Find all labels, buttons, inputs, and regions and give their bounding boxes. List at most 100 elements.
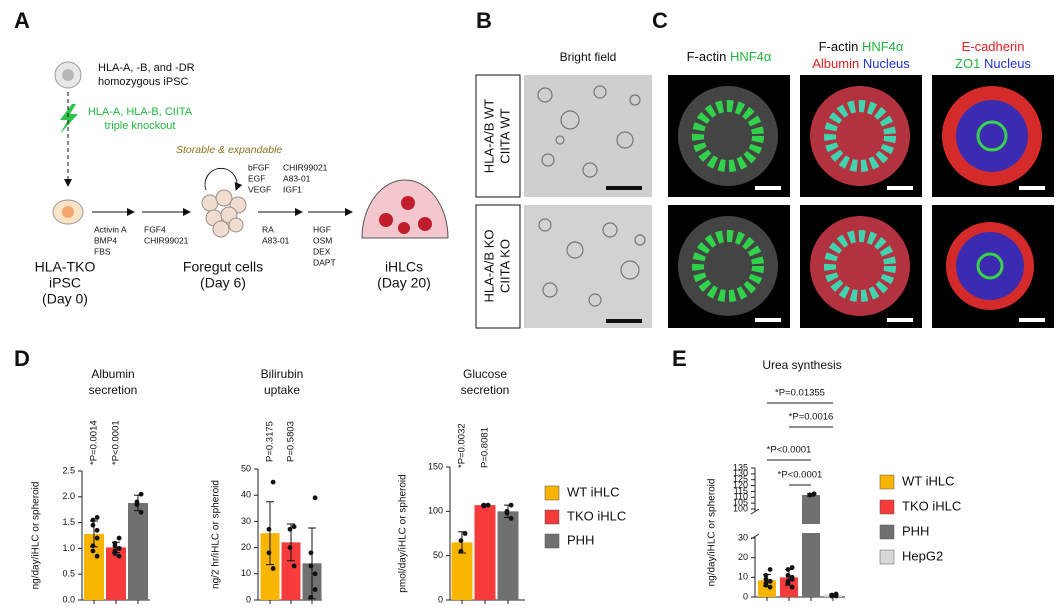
factor: DEX (313, 246, 331, 256)
data-point (763, 572, 769, 578)
data-point (138, 491, 144, 497)
data-point (90, 548, 96, 554)
data-point (458, 538, 464, 543)
data-point (94, 535, 100, 541)
y-tick-label: 150 (428, 461, 443, 471)
bar (260, 533, 280, 600)
y-tick-label: 115 (734, 486, 748, 496)
p-value: *P<0.0001 (767, 445, 812, 456)
bar (474, 505, 496, 600)
stain: F-actin (819, 39, 859, 54)
bar (451, 542, 473, 600)
factor: A83-01 (283, 173, 311, 183)
data-point (763, 582, 769, 588)
data-point (90, 543, 96, 549)
chart-title: secretion (89, 383, 138, 397)
factor: CHIR99021 (283, 162, 328, 172)
y-tick-label: 0.0 (62, 594, 75, 604)
y-tick-label: 20 (241, 542, 251, 552)
y-tick-label: 100 (428, 506, 443, 516)
data-point (134, 502, 140, 507)
bar (497, 511, 519, 600)
y-tick-label: 50 (241, 463, 251, 473)
factor: CHIR99021 (144, 235, 189, 245)
data-point (508, 516, 514, 521)
data-point (287, 526, 293, 532)
factor: A83-01 (262, 235, 290, 245)
stage-label: (Day 6) (200, 275, 246, 291)
data-point (807, 492, 813, 498)
y-tick-label: 110 (734, 492, 748, 502)
data-point (112, 551, 118, 556)
data-point (270, 479, 276, 485)
panel-label: B (476, 8, 492, 33)
data-point (112, 543, 118, 549)
p-value: *P=0.01355 (775, 388, 825, 399)
factor: bFGF (248, 162, 270, 172)
data-point (308, 563, 314, 569)
data-point (462, 531, 468, 536)
bar (106, 547, 126, 600)
image-title: E-cadherin (962, 39, 1025, 54)
legend-label: TKO iHLC (567, 508, 626, 523)
legend-label: WT iHLC (902, 473, 954, 488)
y-tick-label: 10 (241, 568, 251, 578)
factor: VEGF (248, 184, 271, 194)
row-label: CIITA WT (497, 108, 512, 163)
data-point (90, 517, 96, 523)
y-axis-label: pmol/day/iHLC or spheroid (398, 474, 409, 592)
bar (802, 494, 820, 597)
legend-label: PHH (567, 532, 594, 547)
legend-swatch (879, 474, 895, 490)
p-value: *P=0.0032 (457, 423, 468, 468)
data-point (266, 550, 272, 556)
data-point (138, 509, 144, 515)
data-point (458, 548, 464, 554)
data-point (767, 584, 773, 590)
cell-description: HLA-A, -B, and -DR (98, 62, 195, 74)
panel-a-diagram (52, 61, 449, 239)
panel-label: C (652, 8, 668, 33)
data-point (266, 526, 272, 532)
y-tick-label: 0 (438, 594, 443, 604)
stage-label: HLA-TKO (35, 259, 96, 275)
y-axis-label: ng/day/iHLC or spheroid (707, 479, 718, 587)
data-point (785, 567, 791, 572)
stain: Nucleus (863, 56, 910, 71)
chart-title: Glucose (463, 367, 507, 381)
p-value: *P=0.0014 (89, 420, 100, 465)
data-point (270, 566, 276, 571)
stain: HNF4α (730, 49, 772, 64)
stain: E-cadherin (962, 39, 1025, 54)
legend-swatch (879, 499, 895, 515)
data-point (767, 578, 773, 584)
legend-swatch (544, 533, 560, 549)
image-title: ZO1 Nucleus (955, 56, 1031, 71)
data-point (116, 546, 122, 551)
data-point (312, 495, 318, 501)
y-tick-label: 2.5 (62, 465, 75, 475)
legend-swatch (879, 524, 895, 540)
y-tick-label: 30 (738, 532, 748, 542)
legend-label: TKO iHLC (902, 498, 961, 513)
y-tick-label: 125 (733, 474, 748, 484)
data-point (833, 592, 839, 598)
legend-swatch (544, 485, 560, 501)
y-tick-label: 0.5 (62, 569, 75, 579)
data-point (508, 502, 514, 508)
stage-label: (Day 20) (377, 275, 431, 291)
y-tick-label: 40 (241, 490, 251, 500)
data-point (767, 567, 773, 572)
row-label: HLA-A/B WT (481, 99, 496, 173)
y-tick-label: 2.0 (62, 491, 75, 501)
row-label: HLA-A/B KO (481, 230, 496, 303)
data-point (308, 594, 314, 600)
panel-label: A (14, 8, 30, 33)
y-tick-label: 50 (433, 550, 443, 560)
column-title: Bright field (560, 50, 617, 64)
data-point (312, 587, 318, 592)
p-value: *P<0.0001 (111, 420, 122, 465)
y-tick-label: 135 (733, 462, 748, 472)
stage-label: Foregut cells (183, 259, 263, 275)
